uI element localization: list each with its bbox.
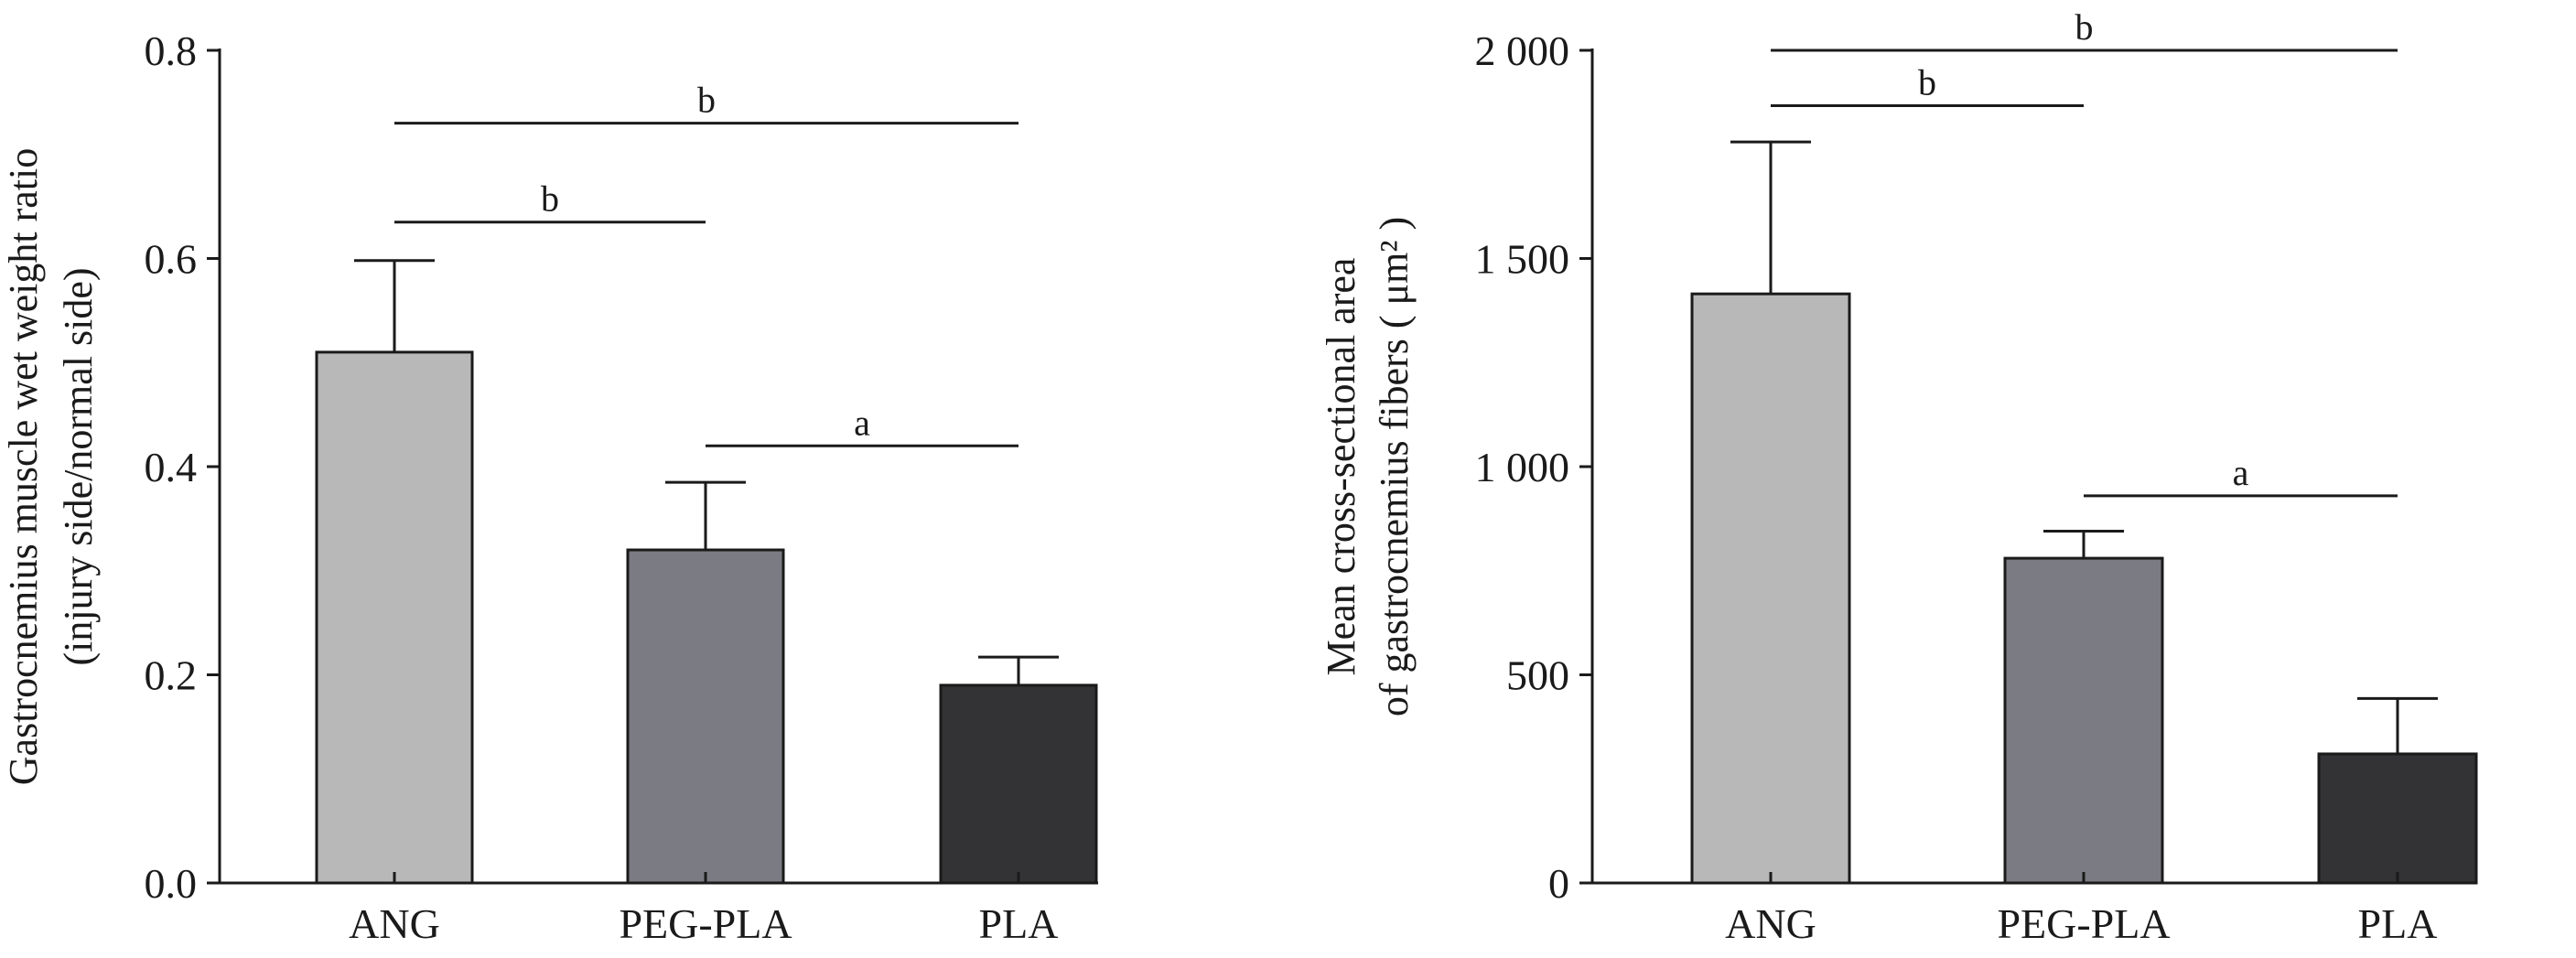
significance-label: b — [2075, 6, 2094, 48]
y-tick-label: 0.4 — [145, 444, 198, 490]
significance-label: a — [854, 402, 870, 443]
y-axis-label: Mean cross-sectional area — [1319, 258, 1363, 676]
y-axis-label: Gastrocnemius muscle wet weight ratio — [1, 148, 46, 785]
y-tick-label: 1 500 — [1475, 236, 1570, 283]
y-tick-label: 1 000 — [1475, 444, 1570, 490]
bar-peg-pla — [2003, 556, 2164, 885]
significance-label: b — [1918, 62, 1936, 103]
y-tick-label: 2 000 — [1475, 27, 1570, 74]
chart-panel-cross-sectional-area: 0 500 1 000 1 500 2 000 Mean cross-sectional … — [1319, 6, 2478, 947]
x-tick-label: ANG — [349, 900, 440, 947]
x-tick-label: PEG-PLA — [1997, 900, 2170, 947]
bar-pla — [2317, 752, 2478, 885]
y-axis-label: of gastrocnemius fibers ( μm² ) — [1372, 217, 1417, 716]
x-tick-label: PLA — [2358, 900, 2438, 947]
bar-pla — [939, 684, 1098, 885]
y-tick-label: 500 — [1506, 652, 1569, 699]
significance-label: b — [541, 178, 559, 220]
significance-label: b — [697, 80, 716, 121]
y-tick-label: 0.2 — [145, 652, 198, 699]
y-axis-label: (injury side/normal side) — [56, 267, 101, 665]
chart-panel-weight-ratio: 0.0 0.2 0.4 0.6 0.8 Gastrocnemius muscle wet … — [1, 27, 1098, 947]
x-tick-label: PLA — [979, 900, 1059, 947]
y-tick-label: 0 — [1548, 860, 1569, 907]
significance-label: a — [2233, 452, 2249, 493]
x-tick-label: PEG-PLA — [619, 900, 792, 947]
x-tick-label: ANG — [1725, 900, 1816, 947]
bar-ang — [1690, 292, 1851, 885]
y-tick-label: 0.0 — [145, 860, 198, 907]
bar-ang — [315, 350, 474, 885]
y-tick-label: 0.8 — [145, 27, 198, 74]
bar-peg-pla — [626, 548, 785, 885]
y-tick-label: 0.6 — [145, 236, 198, 283]
